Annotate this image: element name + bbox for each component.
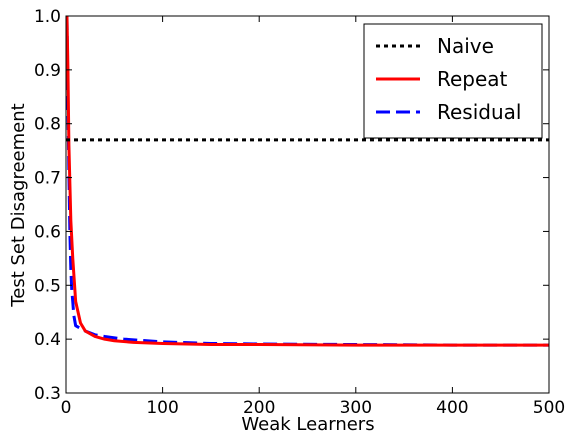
x-tick-label: 400: [436, 398, 468, 418]
legend-box: [363, 23, 543, 139]
y-tick-label: 0.7: [34, 169, 61, 189]
x-tick-label: 200: [243, 398, 275, 418]
x-axis-label: Weak Learners: [241, 414, 374, 434]
x-tick-label: 100: [146, 398, 178, 418]
y-tick-label: 0.3: [34, 384, 61, 404]
plot-frame: [65, 15, 550, 394]
y-tick-label: 1.0: [34, 7, 61, 27]
legend-label-residual: Residual: [437, 100, 521, 124]
legend: Naive Repeat Residual: [363, 23, 543, 139]
y-tick-label: 0.8: [34, 115, 61, 135]
legend-label-repeat: Repeat: [437, 67, 508, 91]
legend-label-naive: Naive: [437, 34, 494, 58]
y-axis-label: Test Set Disagreement: [8, 103, 29, 307]
y-tick-label: 0.9: [34, 61, 61, 81]
y-tick-label: 0.6: [34, 222, 61, 242]
x-tick-label: 0: [61, 398, 72, 418]
ticks-layer: 0 100 200 300 400 500 0.3 0.4 0.5 0.6 0.7 0.8 0.9 1.0: [34, 7, 565, 418]
x-tick-label: 500: [533, 398, 565, 418]
y-tick-label: 0.4: [34, 330, 61, 350]
series-layer: [66, 16, 549, 347]
series-line-repeat: [66, 16, 549, 347]
y-tick-label: 0.5: [34, 276, 61, 296]
x-tick-label: 300: [340, 398, 372, 418]
